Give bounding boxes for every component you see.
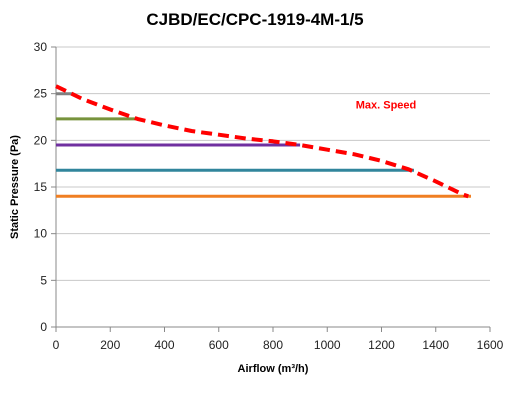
x-tick-label: 1200 xyxy=(368,338,395,352)
grid-layer xyxy=(56,46,490,281)
x-tick-label: 1000 xyxy=(314,338,341,352)
y-tick-label: 5 xyxy=(40,273,47,287)
y-axis-label: Static Pressure (Pa) xyxy=(9,135,21,239)
x-tick-label: 1600 xyxy=(477,338,504,352)
chart-title: CJBD/EC/CPC-1919-4M-1/5 xyxy=(146,10,364,29)
x-axis-label: Airflow (m³/h) xyxy=(238,363,309,375)
max-speed-curve xyxy=(55,84,469,199)
x-tick-label: 1400 xyxy=(422,338,449,352)
y-tick-label: 30 xyxy=(34,40,48,54)
series-layer xyxy=(55,84,471,199)
y-tick-label: 20 xyxy=(34,133,48,147)
x-tick-label: 200 xyxy=(100,338,120,352)
axes-layer: 0 5 10 15 20 25 30 0 200 400 600 800 1000 1200 1400 160… xyxy=(34,40,504,352)
x-tick-label: 800 xyxy=(263,338,283,352)
y-tick-label: 25 xyxy=(34,87,48,101)
x-tick-label: 600 xyxy=(209,338,229,352)
y-tick-label: 15 xyxy=(34,180,48,194)
max-speed-annotation: Max. Speed xyxy=(356,100,417,112)
y-tick-label: 0 xyxy=(40,320,47,334)
y-tick-label: 10 xyxy=(34,227,48,241)
x-tick-label: 400 xyxy=(154,338,174,352)
x-tick-label: 0 xyxy=(53,338,60,352)
